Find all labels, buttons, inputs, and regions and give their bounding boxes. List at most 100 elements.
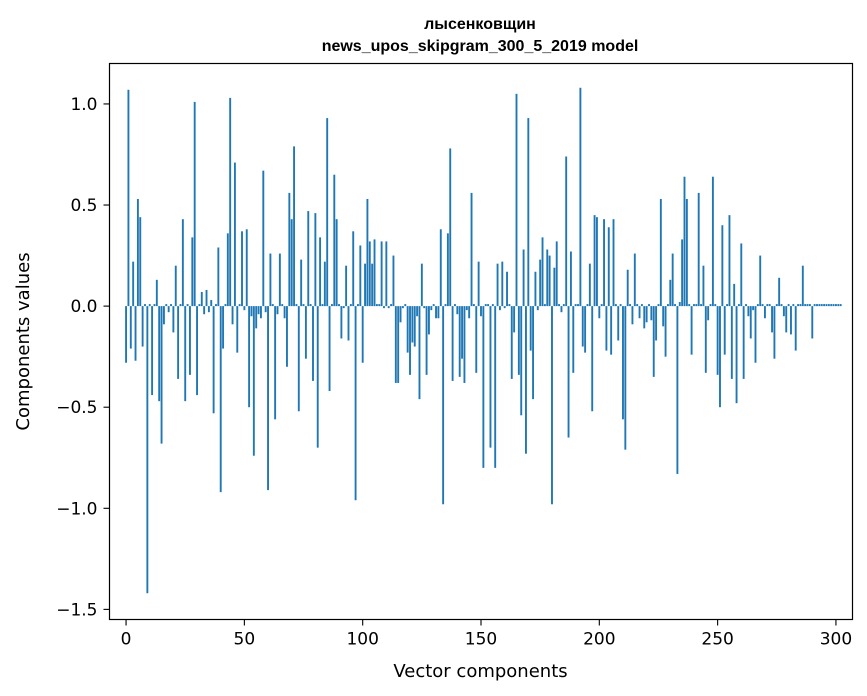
bar-60	[267, 306, 269, 491]
bar-266	[754, 306, 757, 363]
bar-195	[586, 304, 589, 307]
bar-147	[472, 304, 475, 307]
bar-130	[432, 304, 435, 307]
bar-91	[340, 306, 343, 339]
bar-192	[579, 87, 582, 307]
bar-119	[406, 306, 409, 353]
bar-166	[517, 306, 520, 375]
bar-65	[278, 253, 281, 307]
bar-105	[373, 239, 376, 307]
bar-236	[683, 176, 686, 307]
x-tick-label: 150	[465, 630, 497, 650]
bar-41	[222, 306, 225, 349]
bar-245	[704, 306, 707, 373]
bar-274	[773, 306, 776, 359]
bar-168	[522, 249, 525, 307]
bar-175	[539, 259, 542, 307]
bar-208	[617, 306, 620, 341]
bar-5	[136, 198, 139, 307]
bar-94	[347, 306, 350, 341]
bar-66	[281, 304, 284, 307]
bar-301	[837, 304, 840, 307]
bar-141	[458, 306, 461, 377]
bar-117	[401, 306, 404, 309]
bar-106	[375, 304, 378, 307]
bar-77	[307, 211, 310, 307]
bar-134	[442, 306, 445, 505]
bar-35	[207, 306, 210, 313]
bar-32	[200, 291, 203, 307]
bar-217	[638, 306, 641, 319]
x-axis: 0 50 100 150 200 250 300	[121, 619, 852, 650]
bar-199	[596, 217, 598, 307]
bar-270	[764, 306, 766, 319]
bar-267	[756, 304, 759, 307]
bar-63	[274, 306, 277, 420]
bar-276	[778, 277, 781, 307]
chart-subtitle: news_upos_skipgram_300_5_2019 model	[322, 38, 639, 55]
bar-69	[288, 192, 291, 307]
y-axis-label: Components values	[13, 252, 34, 430]
bar-126	[423, 306, 426, 309]
bar-89	[335, 219, 338, 307]
bar-273	[771, 306, 773, 333]
bar-102	[366, 198, 369, 307]
bar-169	[525, 306, 527, 454]
bar-7	[141, 306, 144, 347]
bar-108	[380, 241, 383, 307]
bar-176	[541, 237, 544, 307]
bar-194	[584, 306, 587, 353]
bar-120	[409, 306, 411, 375]
bar-40	[219, 306, 222, 493]
bar-83	[321, 304, 324, 307]
bar-132	[437, 306, 440, 319]
bar-90	[338, 304, 340, 307]
bar-16	[162, 306, 165, 325]
bar-240	[693, 304, 695, 307]
bar-281	[790, 306, 792, 335]
bar-137	[449, 148, 452, 307]
bar-144	[465, 306, 468, 311]
bar-39	[217, 247, 220, 307]
bar-25	[184, 306, 187, 402]
bar-202	[603, 219, 605, 307]
bar-296	[825, 304, 828, 307]
bar-153	[487, 304, 490, 307]
y-tick-label: −1.0	[56, 499, 97, 519]
bar-10	[148, 304, 151, 307]
bar-209	[619, 304, 622, 307]
bar-8	[144, 304, 146, 307]
bar-58	[262, 170, 265, 307]
bar-203	[605, 306, 608, 351]
bar-20	[172, 306, 175, 333]
bar-31	[198, 304, 201, 307]
bar-98	[357, 304, 359, 307]
bar-51	[245, 229, 248, 307]
bar-76	[304, 306, 307, 359]
bar-264	[749, 306, 752, 339]
bar-81	[316, 306, 319, 448]
bar-297	[827, 304, 830, 307]
bar-177	[543, 304, 546, 307]
bar-278	[782, 306, 785, 317]
bar-287	[804, 304, 807, 307]
bar-279	[785, 306, 788, 333]
bar-226	[659, 198, 662, 307]
bar-148	[475, 306, 478, 373]
bar-268	[759, 255, 762, 307]
bar-181	[553, 267, 556, 307]
bar-260	[740, 243, 743, 307]
bar-42	[224, 304, 227, 307]
y-tick-label: −0.5	[56, 398, 97, 418]
bar-271	[766, 304, 769, 307]
bar-196	[588, 263, 591, 307]
bar-45	[231, 306, 234, 325]
bar-28	[191, 237, 194, 307]
bar-160	[503, 306, 506, 309]
bar-246	[707, 306, 710, 321]
bar-259	[737, 304, 740, 307]
x-tick-label: 200	[583, 630, 615, 650]
bar-289	[808, 304, 811, 307]
bar-284	[797, 304, 800, 307]
bar-243	[700, 304, 702, 307]
